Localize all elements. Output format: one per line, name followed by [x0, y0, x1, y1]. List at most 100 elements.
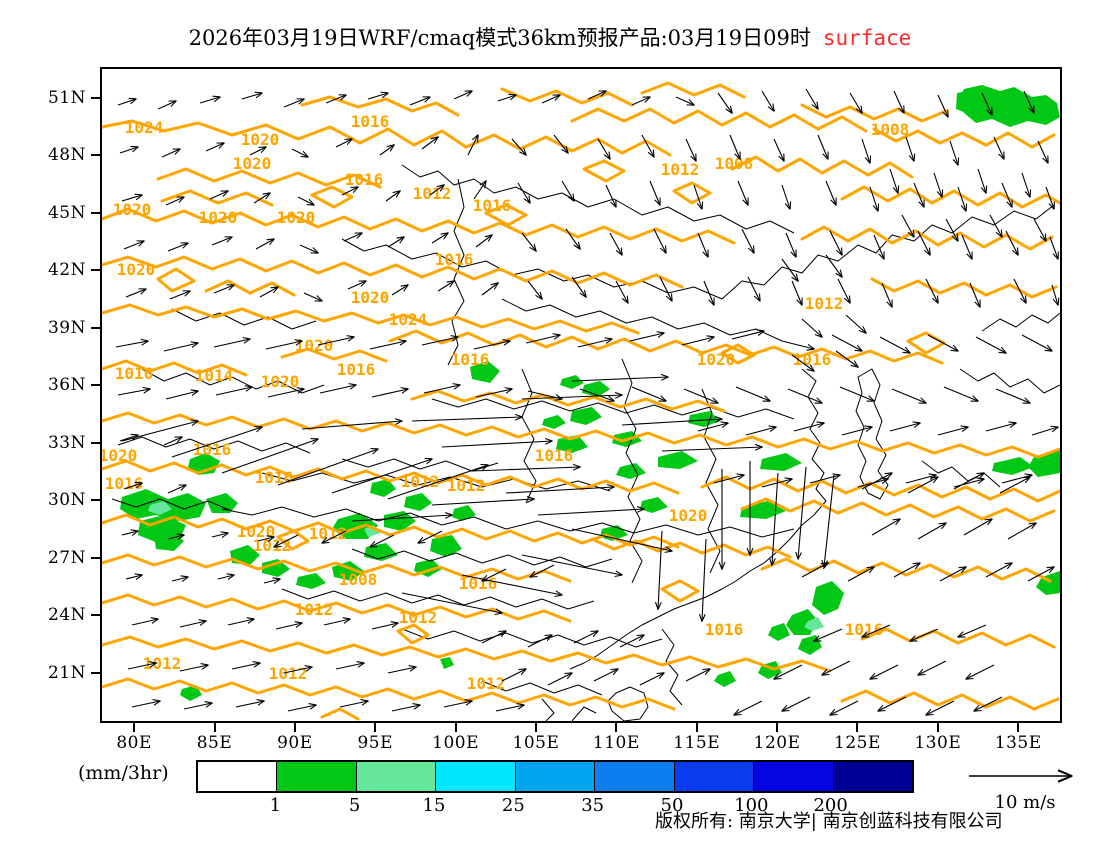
- latitude-tick-mark: [91, 441, 100, 444]
- svg-text:1020: 1020: [102, 446, 137, 465]
- svg-text:1016: 1016: [255, 468, 294, 487]
- isobar-label-layer: 1024 1020 1016 1020 1016 1012 1020 1020 …: [102, 112, 909, 693]
- svg-text:1012: 1012: [269, 664, 308, 683]
- longitude-tick-mark: [1017, 723, 1020, 732]
- svg-text:1020: 1020: [117, 260, 156, 279]
- title-main-text: 2026年03月19日WRF/cmaq模式36km预报产品:03月19日09时: [188, 26, 811, 50]
- svg-text:1016: 1016: [345, 170, 384, 189]
- svg-text:1016: 1016: [193, 440, 232, 459]
- svg-text:1012: 1012: [295, 600, 334, 619]
- longitude-tick-mark: [856, 723, 859, 732]
- svg-text:1012: 1012: [309, 524, 348, 543]
- latitude-tick-label: 42N: [47, 260, 86, 281]
- latitude-tick-mark: [91, 211, 100, 214]
- longitude-tick-mark: [454, 723, 457, 732]
- latitude-tick-label: 24N: [47, 605, 86, 626]
- latitude-tick-mark: [91, 671, 100, 674]
- svg-text:1016: 1016: [705, 620, 744, 639]
- wind-vector-layer: [115, 88, 1058, 715]
- longitude-tick-mark: [374, 723, 377, 732]
- longitude-tick-label: 105E: [512, 733, 560, 753]
- svg-text:1020: 1020: [237, 522, 276, 541]
- svg-text:1020: 1020: [669, 506, 708, 525]
- colorbar-swatch: [833, 762, 912, 791]
- copyright-notice: 版权所有: 南京大学| 南京创蓝科技有限公司: [655, 811, 1003, 832]
- latitude-tick-label: 39N: [47, 317, 86, 338]
- latitude-axis: 51N 48N 45N 42N 39N 36N 33N 30N 27N 24N 21N: [0, 67, 100, 723]
- svg-text:1016: 1016: [535, 446, 574, 465]
- svg-text:1016: 1016: [351, 112, 390, 131]
- longitude-tick-mark: [936, 723, 939, 732]
- svg-text:1014: 1014: [195, 366, 234, 385]
- colorbar-swatch: [356, 762, 437, 791]
- longitude-tick-mark: [293, 723, 296, 732]
- colorbar-tick-label: 35: [581, 795, 605, 816]
- latitude-tick-label: 27N: [47, 547, 86, 568]
- precipitation-layer-tier2: [148, 501, 824, 631]
- svg-text:1008: 1008: [715, 154, 754, 173]
- latitude-tick-mark: [91, 499, 100, 502]
- longitude-tick-label: 110E: [592, 733, 640, 753]
- latitude-tick-label: 48N: [47, 145, 86, 166]
- longitude-tick-mark: [776, 723, 779, 732]
- weather-map-svg: 1024 1020 1016 1020 1016 1012 1020 1020 …: [102, 81, 1060, 721]
- latitude-tick-mark: [91, 556, 100, 559]
- longitude-tick-label: 130E: [914, 733, 962, 753]
- longitude-tick-label: 95E: [357, 733, 394, 753]
- latitude-tick-mark: [91, 614, 100, 617]
- map-plot-area[interactable]: 1024 1020 1016 1020 1016 1012 1020 1020 …: [100, 67, 1062, 723]
- svg-text:1016: 1016: [105, 474, 144, 493]
- colorbar-tick-label: 15: [422, 795, 446, 816]
- colorbar-tick-label: 50: [660, 795, 684, 816]
- latitude-tick-label: 51N: [47, 87, 86, 108]
- latitude-tick-label: 21N: [47, 662, 86, 683]
- longitude-tick-label: 115E: [673, 733, 721, 753]
- latitude-tick-mark: [91, 269, 100, 272]
- chart-title: 2026年03月19日WRF/cmaq模式36km预报产品:03月19日09时 s…: [0, 22, 1100, 52]
- colorbar-tick-label: 5: [348, 795, 361, 816]
- svg-text:1016: 1016: [793, 350, 832, 369]
- svg-text:1020: 1020: [295, 336, 334, 355]
- latitude-tick-label: 30N: [47, 490, 86, 511]
- colorbar-swatch: [595, 762, 675, 791]
- title-level-text: surface: [822, 26, 912, 50]
- svg-text:1012: 1012: [143, 654, 182, 673]
- colorbar-swatch: [754, 762, 834, 791]
- svg-text:1020: 1020: [261, 372, 300, 391]
- longitude-tick-mark: [615, 723, 618, 732]
- longitude-tick-label: 135E: [994, 733, 1042, 753]
- colorbar-tick-label: 200: [813, 795, 848, 816]
- svg-text:1012: 1012: [467, 674, 506, 693]
- longitude-tick-label: 125E: [834, 733, 881, 753]
- latitude-tick-label: 33N: [47, 432, 86, 453]
- colorbar-swatch: [674, 762, 755, 791]
- longitude-tick-mark: [213, 723, 216, 732]
- colorbar-tick-labels: 1 5 15 25 35 50 100 200: [196, 795, 914, 821]
- svg-text:1016: 1016: [115, 364, 154, 383]
- latitude-tick-mark: [91, 96, 100, 99]
- coastline-layer: [111, 164, 1060, 721]
- latitude-tick-mark: [91, 154, 100, 157]
- svg-text:1012: 1012: [661, 160, 700, 179]
- svg-text:1016: 1016: [845, 620, 884, 639]
- svg-text:1024: 1024: [125, 118, 164, 137]
- longitude-tick-label: 90E: [277, 733, 313, 753]
- colorbar-swatch: [515, 762, 596, 791]
- wind-scale-label: 10 m/s: [994, 792, 1056, 813]
- svg-text:1020: 1020: [113, 200, 152, 219]
- latitude-tick-label: 36N: [47, 375, 86, 396]
- svg-text:1012: 1012: [805, 294, 844, 313]
- longitude-tick-label: 100E: [432, 733, 480, 753]
- latitude-tick-label: 45N: [47, 202, 86, 223]
- svg-text:1020: 1020: [199, 208, 238, 227]
- svg-text:1020: 1020: [277, 208, 316, 227]
- latitude-tick-mark: [91, 326, 100, 329]
- longitude-tick-mark: [534, 723, 537, 732]
- svg-text:1012: 1012: [253, 536, 292, 555]
- precipitation-colorbar: [196, 760, 914, 793]
- colorbar-unit-label: (mm/3hr): [78, 762, 169, 784]
- svg-text:1016: 1016: [435, 250, 474, 269]
- svg-text:1016: 1016: [473, 196, 512, 215]
- arrow-right-icon: [969, 762, 1095, 792]
- longitude-tick-mark: [133, 723, 136, 732]
